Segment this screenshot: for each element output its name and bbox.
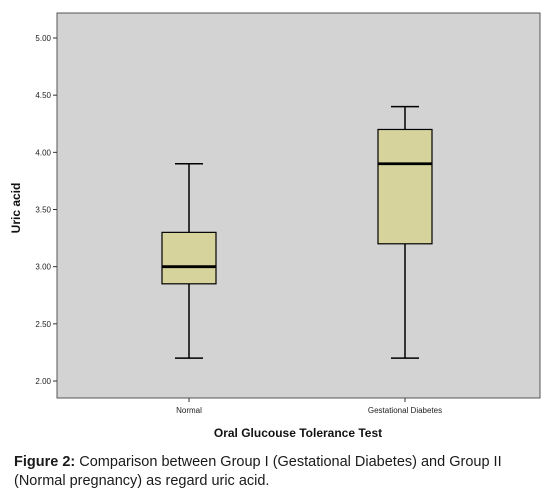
x-axis: Normal Gestational Diabetes [176, 398, 442, 415]
x-tick-label: Normal [176, 406, 202, 415]
y-tick-label: 2.50 [35, 320, 51, 329]
figure-caption: Figure 2: Comparison between Group I (Ge… [14, 453, 544, 491]
boxes [161, 105, 433, 359]
y-tick-label: 3.00 [35, 263, 51, 272]
box-normal [161, 163, 217, 359]
caption-text: Comparison between Group I (Gestational … [14, 454, 502, 489]
y-tick-label: 4.00 [35, 148, 51, 157]
iqr-box [161, 231, 217, 285]
y-axis-label: Uric acid [9, 183, 23, 234]
box-plot-chart: 2.00 2.50 3.00 3.50 4.00 4.50 5.00 Normal Gesta… [9, 12, 541, 440]
y-tick-label: 2.00 [35, 377, 51, 386]
plot-area [56, 12, 541, 399]
iqr-box [377, 128, 433, 245]
box-gestational-diabetes [377, 105, 433, 359]
x-tick-label: Gestational Diabetes [368, 406, 442, 415]
y-tick-label: 4.50 [35, 91, 51, 100]
y-tick-label: 5.00 [35, 34, 51, 43]
x-axis-label: Oral Glucouse Tolerance Test [214, 426, 382, 440]
caption-label: Figure 2: [14, 454, 76, 470]
y-tick-label: 3.50 [35, 206, 51, 215]
y-axis: 2.00 2.50 3.00 3.50 4.00 4.50 5.00 [35, 34, 57, 386]
